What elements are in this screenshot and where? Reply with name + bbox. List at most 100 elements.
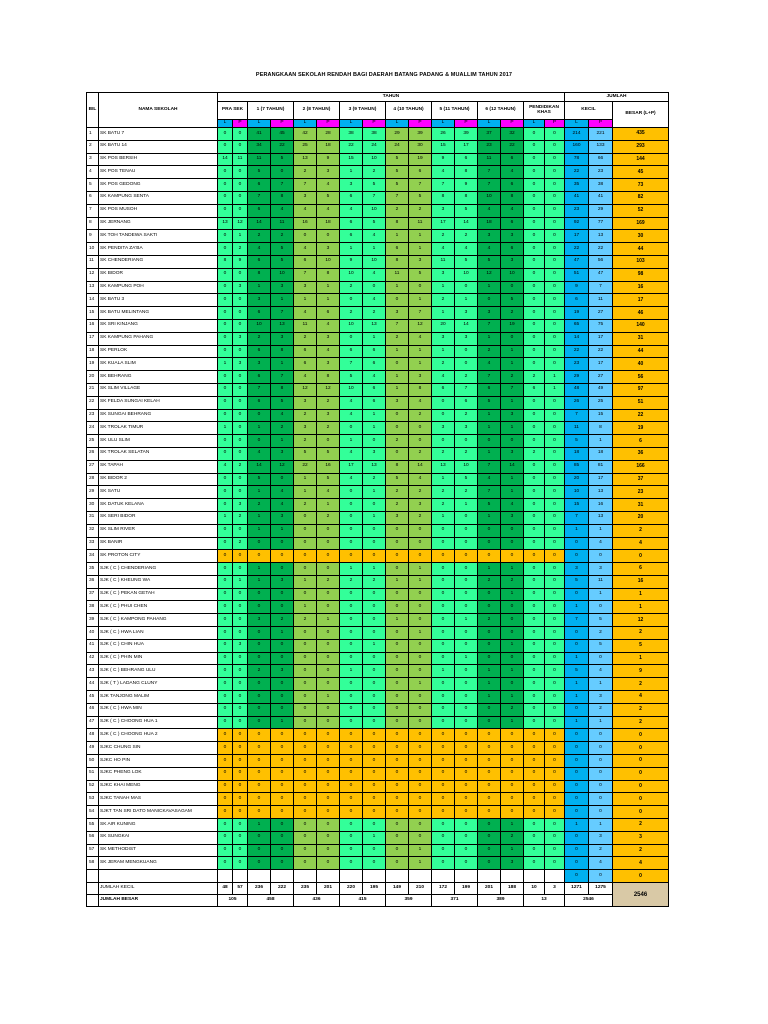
student-count-cell: 0 [362,626,386,640]
kecil-p-cell: 1 [588,715,613,730]
student-count-cell: 1 [500,344,524,359]
student-count-cell: 0 [408,536,432,551]
kecil-l-cell: 160 [564,139,589,154]
student-count-cell: 1 [385,613,409,628]
student-count-cell: 5 [385,152,409,167]
student-count-cell: 0 [454,638,478,653]
student-count-cell: 0 [523,152,545,167]
student-count-cell: 0 [523,741,545,756]
student-count-cell: 0 [217,229,233,244]
kecil-l-cell: 23 [564,357,589,372]
table-row: 19 SK KUALA SLIM 1 3 3 1 6 3 7 6 0 1 2 0 4 1 0 0 23 17 40 [86,357,669,372]
student-count-cell: 11 [270,216,294,231]
student-count-cell: 12 [477,267,501,282]
student-count-cell: 0 [477,626,501,640]
student-count-cell: 0 [217,766,233,781]
student-count-cell: 5 [362,216,386,231]
student-count-cell: 1 [362,830,386,845]
student-count-cell: 0 [270,792,294,807]
student-count-cell: 3 [270,446,294,461]
student-count-cell: 0 [454,843,478,858]
student-count-cell: 30 [408,139,432,154]
kecil-l-cell: 0 [564,792,589,807]
table-row: 35 SJK ( C ) CHENDERIANG 0 0 1 0 0 0 1 1 0 1 0 0 1 1 0 0 3… [86,562,669,576]
student-count-cell: 0 [339,498,363,512]
student-count-cell: 2 [339,280,363,295]
student-count-cell: 0 [232,408,248,423]
table-row: 10 SK PENDITA ZA'BA 0 2 4 5 4 3 1 1 6 1 4 4 4 6 0 0 22 22 44 [86,242,669,256]
student-count-cell: 2 [431,229,455,244]
student-count-cell: 0 [270,805,294,820]
student-count-cell: 11 [247,152,271,167]
school-name: SK METHODIST [98,843,218,858]
student-count-cell: 0 [217,651,233,666]
student-count-cell: 0 [293,805,317,820]
header-l: L [477,119,501,128]
row-number: 42 [86,651,99,666]
kecil-p-cell: 17 [588,472,613,487]
empty-cell [316,869,340,884]
student-count-cell: 0 [339,690,363,704]
student-count-cell: 1 [270,626,294,640]
student-count-cell: 3 [500,856,524,871]
kecil-p-cell: 3 [588,690,613,704]
student-count-cell: 2 [362,306,386,320]
student-count-cell: 0 [316,638,340,653]
student-count-cell: 0 [316,626,340,640]
student-count-cell: 2 [431,446,455,461]
student-count-cell: 0 [217,395,233,410]
student-count-cell: 0 [523,178,545,192]
row-number: 33 [86,536,99,551]
besar-total-cell: 82 [612,190,669,205]
kecil-p-cell: 2 [588,626,613,640]
student-count-cell: 0 [523,600,545,615]
kecil-l-cell: 0 [564,843,589,858]
student-count-cell: 5 [477,498,501,512]
student-count-cell: 14 [454,318,478,333]
student-count-cell: 6 [523,382,545,397]
student-count-cell: 0 [431,715,455,730]
student-count-cell: 0 [454,574,478,589]
student-count-cell: 0 [477,549,501,564]
student-count-cell: 3 [293,395,317,410]
jumlah-besar-cell: 359 [385,894,432,908]
student-count-cell: 0 [523,638,545,653]
student-count-cell: 0 [408,741,432,756]
besar-total-cell: 2 [612,677,669,692]
student-count-cell: 0 [232,715,248,730]
row-number: 14 [86,293,99,308]
student-count-cell: 0 [217,190,233,205]
school-name: SK TROLAK TIMUR [98,421,218,436]
school-name: SJK ( C ) KAMPONG PAHANG [98,613,218,628]
school-name: SJK ( C ) CHENDERIANG [98,562,218,576]
student-count-cell: 0 [339,702,363,717]
table-row: 20 SK BEHRANG 0 0 6 7 4 8 5 4 1 3 4 2 7 2 2 1 29 27 56 [86,370,669,384]
student-count-cell: 0 [270,702,294,717]
student-count-cell: 2 [316,574,340,589]
student-count-cell: 14 [247,459,271,474]
student-count-cell: 2 [293,165,317,180]
jumlah-besar-cell: 389 [477,894,524,908]
student-count-cell: 6 [247,395,271,410]
table-row: 58 SK JERAM MENGKUANG 0 0 0 0 0 0 0 0 0 1 0 0 0 3 0 0 0 4 4 [86,856,669,871]
student-count-cell: 10 [500,267,524,282]
student-count-cell: 1 [270,523,294,538]
student-count-cell: 0 [408,690,432,704]
student-count-cell: 0 [293,818,317,832]
student-count-cell: 14 [408,459,432,474]
student-count-cell: 7 [385,190,409,205]
student-count-cell: 0 [544,498,565,512]
student-count-cell: 42 [293,127,317,141]
student-count-cell: 0 [247,536,271,551]
student-count-cell: 0 [544,805,565,820]
student-count-cell: 8 [385,216,409,231]
student-count-cell: 1 [217,510,233,525]
student-count-cell: 0 [247,843,271,858]
student-count-cell: 0 [316,715,340,730]
besar-total-cell: 0 [612,805,669,820]
student-count-cell: 0 [454,549,478,564]
student-count-cell: 19 [408,152,432,167]
student-count-cell: 0 [523,562,545,576]
student-count-cell: 2 [293,331,317,346]
empty-cell [86,869,99,884]
